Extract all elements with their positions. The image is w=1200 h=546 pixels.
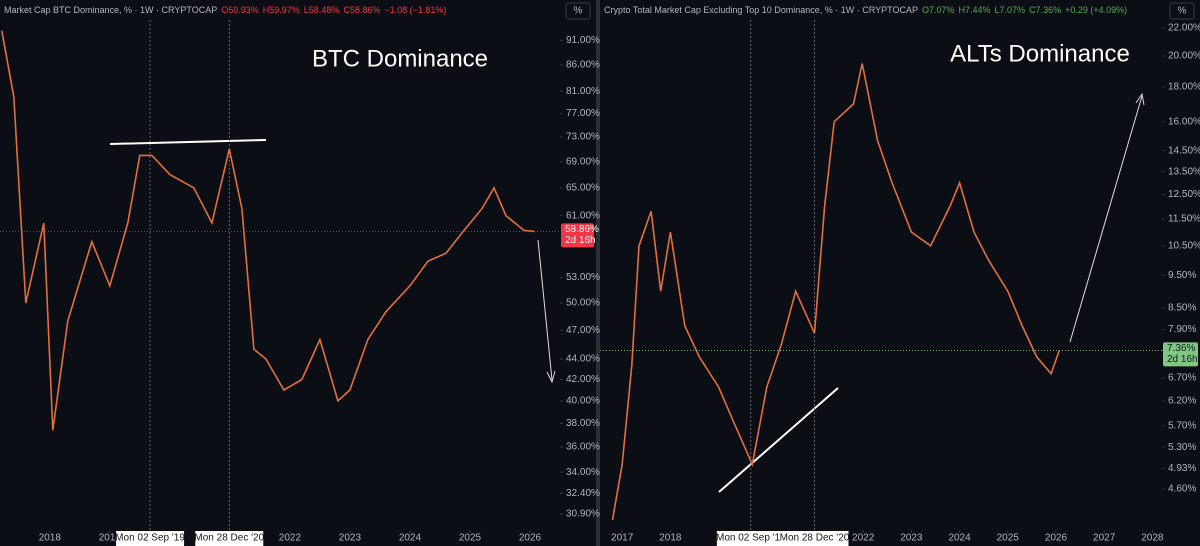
y-tick-label: 22.00%: [1168, 23, 1200, 34]
y-tick-label: 47.00%: [566, 325, 600, 336]
x-tick-label: 2024: [399, 533, 422, 544]
header-low: L7.07%: [995, 5, 1026, 15]
y-tick-label: 16.00%: [1168, 116, 1200, 127]
x-tick-label: 2018: [659, 533, 682, 544]
support-line: [718, 387, 839, 493]
x-tick-label: 2023: [339, 533, 362, 544]
price-line: [1, 30, 535, 431]
resistance-line: [109, 139, 267, 145]
x-tick-label: 2025: [997, 533, 1020, 544]
price-line: [611, 63, 1061, 521]
y-tick-label: 86.00%: [566, 60, 600, 71]
y-tick-label: 6.70%: [1168, 373, 1196, 384]
y-tick-label: 5.30%: [1168, 442, 1196, 453]
price-label-box: [561, 223, 594, 248]
scale-button[interactable]: %: [1178, 6, 1187, 17]
y-tick-label: 14.50%: [1168, 145, 1200, 156]
y-tick-label: 73.00%: [566, 132, 600, 143]
x-tick-label: 2018: [39, 533, 62, 544]
y-tick-label: 36.00%: [566, 442, 600, 453]
y-tick-label: 34.00%: [566, 467, 600, 478]
y-tick-label: 4.60%: [1168, 483, 1196, 494]
price-label: 58.86%: [565, 224, 599, 235]
y-tick-label: 7.90%: [1168, 324, 1196, 335]
y-tick-label: 13.50%: [1168, 166, 1200, 177]
scale-button[interactable]: %: [574, 6, 583, 17]
header-title: Market Cap BTC Dominance, % · 1W · CRYPT…: [4, 5, 217, 15]
y-tick-label: 20.00%: [1168, 51, 1200, 62]
header-low: L58.48%: [304, 5, 340, 15]
x-tick-label: 2022: [279, 533, 302, 544]
y-tick-label: 32.40%: [566, 488, 600, 499]
divider: [596, 0, 600, 546]
y-tick-label: 81.00%: [566, 86, 600, 97]
y-tick-label: 5.70%: [1168, 420, 1196, 431]
x-tick-label: 2025: [459, 533, 482, 544]
header-close: C7.36%: [1029, 5, 1061, 15]
crosshair-label-box: [716, 531, 785, 546]
crosshair-label: Mon 28 Dec '20: [780, 533, 850, 544]
y-tick-label: 9.50%: [1168, 270, 1196, 281]
header-open: O7.07%: [922, 5, 955, 15]
header: Crypto Total Market Cap Excluding Top 10…: [604, 5, 1127, 15]
crosshair-label: Mon 02 Sep '19: [716, 533, 786, 544]
arrow-head: [546, 370, 556, 384]
y-tick-label: 65.00%: [566, 183, 600, 194]
arrow-down: [537, 239, 553, 381]
header-change: −1.08 (−1.81%): [384, 5, 446, 15]
x-tick-label: 2027: [1093, 533, 1116, 544]
header-close: C58.86%: [343, 5, 380, 15]
y-tick-label: 40.00%: [566, 395, 600, 406]
y-tick-label: 30.90%: [566, 509, 600, 520]
header-change: +0.29 (+4.09%): [1065, 5, 1127, 15]
y-tick-label: 44.00%: [566, 354, 600, 365]
y-tick-label: 18.00%: [1168, 82, 1200, 93]
price-label: 7.36%: [1167, 343, 1195, 354]
y-tick-label: 50.00%: [566, 298, 600, 309]
annotation: ALTs Dominance: [950, 40, 1130, 67]
countdown: 2d 16h: [565, 235, 596, 246]
y-tick-label: 91.00%: [566, 35, 600, 46]
y-tick-label: 4.93%: [1168, 463, 1196, 474]
y-tick-label: 6.20%: [1168, 396, 1196, 407]
x-tick-label: 2017: [611, 533, 634, 544]
arrow-head: [1135, 92, 1145, 106]
y-tick-label: 12.50%: [1168, 189, 1200, 200]
x-tick-label: 2024: [948, 533, 971, 544]
annotation: BTC Dominance: [312, 45, 488, 72]
crosshair-label: Mon 02 Sep '19: [115, 533, 185, 544]
y-tick-label: 10.50%: [1168, 240, 1200, 251]
crosshair-label-box: [116, 531, 185, 546]
y-tick-label: 38.00%: [566, 418, 600, 429]
header: Market Cap BTC Dominance, % · 1W · CRYPT…: [4, 5, 446, 15]
scale-button-box[interactable]: [565, 2, 591, 20]
scale-button-box[interactable]: [1169, 2, 1195, 20]
arrow-up: [1069, 95, 1143, 343]
x-tick-label: 2026: [519, 533, 542, 544]
header-open: O59.93%: [221, 5, 259, 15]
countdown: 2d 16h: [1167, 354, 1198, 365]
header-high: H7.44%: [959, 5, 991, 15]
y-tick-label: 53.00%: [566, 272, 600, 283]
y-tick-label: 8.50%: [1168, 303, 1196, 314]
y-tick-label: 61.00%: [566, 210, 600, 221]
x-tick-label: 2023: [900, 533, 923, 544]
header-high: H59.97%: [263, 5, 300, 15]
x-tick-label: 2019: [99, 533, 122, 544]
y-tick-label: 42.00%: [566, 374, 600, 385]
x-tick-label: 2028: [1141, 533, 1164, 544]
y-tick-label: 69.00%: [566, 156, 600, 167]
price-label-box: [1163, 342, 1198, 367]
x-tick-label: 2022: [852, 533, 875, 544]
header-title: Crypto Total Market Cap Excluding Top 10…: [604, 5, 918, 15]
y-tick-label: 77.00%: [566, 108, 600, 119]
crosshair-label: Mon 28 Dec '20: [194, 533, 264, 544]
crosshair-label-box: [195, 531, 264, 546]
x-tick-label: 2026: [1045, 533, 1068, 544]
crosshair-label-box: [780, 531, 849, 546]
y-tick-label: 11.50%: [1168, 214, 1200, 225]
